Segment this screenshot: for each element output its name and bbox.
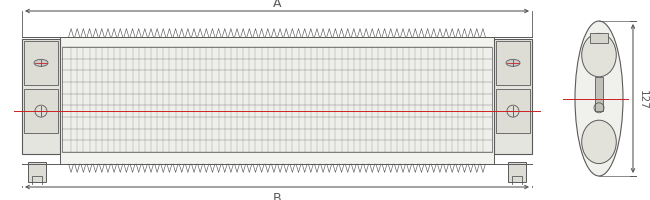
Bar (22, 40, 60, 154)
Ellipse shape (575, 22, 623, 176)
Bar (494, 40, 532, 154)
Text: REF: REF (646, 92, 650, 106)
Text: 127: 127 (638, 89, 648, 109)
Bar (496, 42, 530, 85)
Ellipse shape (34, 60, 48, 67)
Bar (24, 90, 58, 133)
Bar (62, 48, 492, 152)
Text: A: A (273, 0, 281, 10)
Bar (496, 90, 530, 133)
Ellipse shape (506, 60, 520, 67)
Text: B: B (273, 191, 281, 200)
Bar (508, 162, 526, 182)
Bar (24, 42, 58, 85)
Bar (60, 38, 494, 164)
Ellipse shape (582, 121, 616, 164)
Ellipse shape (582, 34, 616, 77)
Bar (595, 77, 603, 111)
Bar (590, 34, 608, 43)
Bar (28, 162, 46, 182)
